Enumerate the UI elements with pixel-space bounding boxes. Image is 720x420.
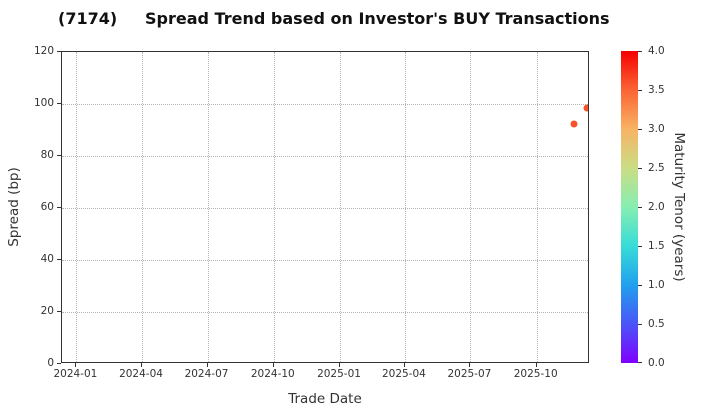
colorbar-tick-label: 1.0 [648, 278, 665, 291]
x-tick-mark [272, 363, 274, 367]
plot-area [61, 51, 589, 363]
x-gridline [470, 52, 472, 362]
x-tick-label: 2025-07 [447, 368, 492, 380]
y-tick-label: 100 [33, 96, 54, 109]
x-tick-mark [403, 363, 405, 367]
x-tick-label: 2024-07 [184, 368, 229, 380]
colorbar-tick-label: 2.0 [648, 200, 665, 213]
x-gridline [207, 52, 209, 362]
y-tick-label: 60 [40, 200, 54, 213]
x-gridline [404, 52, 406, 362]
x-tick-label: 2024-10 [250, 368, 295, 380]
data-point [570, 120, 578, 128]
colorbar-tick-mark [638, 90, 642, 91]
colorbar-tick-mark [638, 246, 642, 247]
y-gridline [62, 104, 588, 105]
colorbar-tick-label: 3.0 [648, 122, 665, 135]
y-tick-mark [57, 103, 61, 104]
colorbar-tick-mark [638, 51, 642, 52]
colorbar-tick-mark [638, 207, 642, 208]
y-gridline [62, 260, 588, 261]
x-tick-mark [75, 363, 77, 367]
x-tick-mark [339, 363, 340, 367]
y-tick-label: 0 [47, 356, 54, 369]
colorbar-tick-label: 4.0 [648, 44, 665, 57]
y-tick-label: 120 [33, 44, 54, 57]
data-point [583, 104, 588, 112]
x-gridline [273, 52, 275, 362]
x-tick-label: 2025-01 [317, 368, 361, 380]
colorbar-label: Maturity Tenor (years) [671, 132, 687, 282]
y-tick-label: 40 [40, 252, 54, 265]
x-tick-mark [141, 363, 142, 367]
x-gridline [340, 52, 341, 362]
x-tick-label: 2024-04 [119, 368, 163, 380]
x-tick-label: 2025-04 [381, 368, 426, 380]
colorbar-tick-label: 2.5 [648, 161, 665, 174]
y-gridline [62, 208, 588, 209]
x-gridline [76, 52, 78, 362]
x-gridline [142, 52, 143, 362]
x-tick-label: 2024-01 [53, 368, 98, 380]
colorbar-tick-label: 3.5 [648, 83, 665, 96]
colorbar-tick-label: 0.5 [648, 317, 665, 330]
colorbar-tick-mark [638, 285, 642, 286]
x-tick-mark [535, 363, 537, 367]
y-tick-label: 20 [40, 304, 54, 317]
x-tick-mark [469, 363, 471, 367]
colorbar-tick-label: 1.5 [648, 239, 665, 252]
y-gridline [62, 156, 588, 157]
y-tick-mark [57, 155, 61, 156]
colorbar-gradient [621, 51, 638, 363]
y-tick-mark [57, 363, 61, 364]
y-gridline [62, 312, 588, 313]
y-tick-mark [57, 311, 61, 312]
colorbar-tick-label: 0.0 [648, 356, 665, 369]
x-gridline [536, 52, 538, 362]
colorbar-tick-mark [638, 324, 642, 325]
y-tick-mark [57, 259, 61, 260]
colorbar-tick-mark [638, 168, 642, 169]
x-tick-label: 2025-10 [513, 368, 558, 380]
chart-title: (7174) Spread Trend based on Investor's … [58, 9, 610, 28]
x-tick-mark [206, 363, 208, 367]
colorbar-tick-mark [638, 129, 642, 130]
y-tick-label: 80 [40, 148, 54, 161]
colorbar-tick-mark [638, 362, 642, 363]
y-tick-mark [57, 207, 61, 208]
x-axis-label: Trade Date [288, 391, 362, 407]
y-tick-mark [57, 51, 61, 52]
